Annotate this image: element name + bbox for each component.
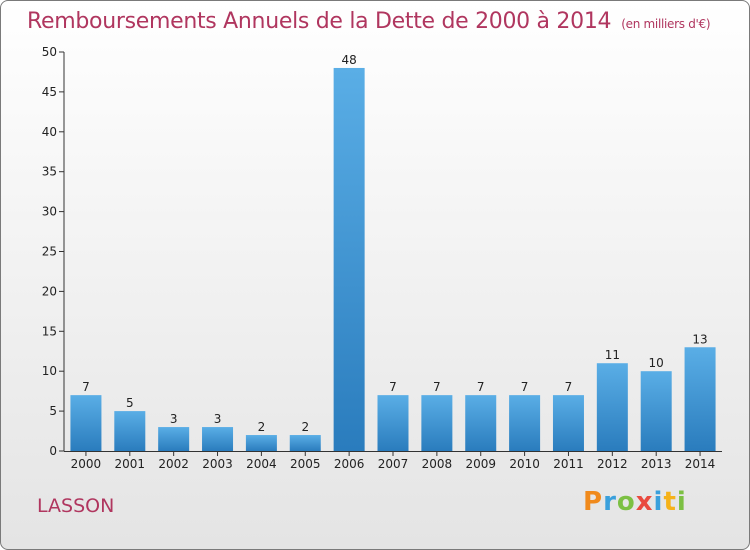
x-tick-label: 2002 [158,457,189,471]
y-tick-label: 10 [42,364,57,378]
x-tick-label: 2005 [290,457,321,471]
y-tick-label: 45 [42,85,57,99]
bar-2014 [684,347,716,451]
logo-letter: t [663,487,677,517]
x-tick-label: 2004 [246,457,277,471]
x-tick-label: 2001 [115,457,146,471]
bar-2000 [70,395,102,451]
bar-value-label: 7 [82,380,90,394]
x-tick-label: 2000 [71,457,102,471]
bar-2011 [552,395,584,451]
bar-value-label: 13 [692,332,707,346]
bar-2008 [421,395,453,451]
x-tick-label: 2012 [597,457,628,471]
y-tick-label: 5 [49,404,57,418]
x-tick-label: 2007 [378,457,409,471]
bar-value-label: 7 [433,380,441,394]
bar-2002 [158,427,190,451]
bar-value-label: 7 [389,380,397,394]
y-tick-label: 50 [42,45,57,59]
bar-value-label: 5 [126,396,134,410]
chart-title-text: Remboursements Annuels de la Dette de 20… [27,9,612,34]
bar-2007 [377,395,409,451]
bar-value-label: 2 [258,420,266,434]
bar-2013 [640,371,672,451]
bar-value-label: 48 [341,53,356,67]
bar-value-label: 11 [605,348,620,362]
bar-value-label: 7 [521,380,529,394]
logo-letter: x [635,487,654,517]
bar-2003 [202,427,234,451]
proxiti-logo: Proxiti [583,487,687,517]
logo-letter: r [603,487,617,517]
bar-2004 [245,435,277,451]
bar-2009 [465,395,497,451]
y-tick-label: 20 [42,284,57,298]
x-tick-label: 2014 [685,457,716,471]
logo-letter: P [583,487,604,517]
bar-value-label: 3 [214,412,222,426]
x-tick-label: 2006 [334,457,365,471]
bar-2006 [333,67,365,452]
bar-value-label: 10 [649,356,664,370]
y-tick-label: 25 [42,245,57,259]
x-tick-label: 2008 [422,457,453,471]
bar-2005 [289,435,321,451]
y-tick-label: 15 [42,324,57,338]
x-tick-label: 2011 [553,457,584,471]
x-tick-label: 2013 [641,457,672,471]
logo-letter: o [616,487,636,517]
y-tick-label: 30 [42,205,57,219]
bar-value-label: 7 [477,380,485,394]
chart-bars: 7 5 3 3 2 2 48 7 7 7 7 7 11 10 13 [70,53,716,452]
place-name: LASSON [37,495,115,517]
x-tick-label: 2009 [465,457,496,471]
y-tick-label: 40 [42,125,57,139]
bar-2001 [114,411,146,451]
logo-letter: i [676,487,687,517]
y-tick-label: 0 [49,444,57,458]
x-tick-label: 2010 [509,457,540,471]
bar-value-label: 7 [565,380,573,394]
chart-unit: (en milliers d'€) [621,17,711,31]
y-tick-label: 35 [42,165,57,179]
bar-value-label: 2 [301,420,309,434]
bar-2012 [596,363,628,451]
bar-2010 [509,395,541,451]
x-tick-label: 2003 [202,457,233,471]
chart-title: Remboursements Annuels de la Dette de 20… [27,9,711,34]
bar-value-label: 3 [170,412,178,426]
logo-letter: i [653,487,664,517]
